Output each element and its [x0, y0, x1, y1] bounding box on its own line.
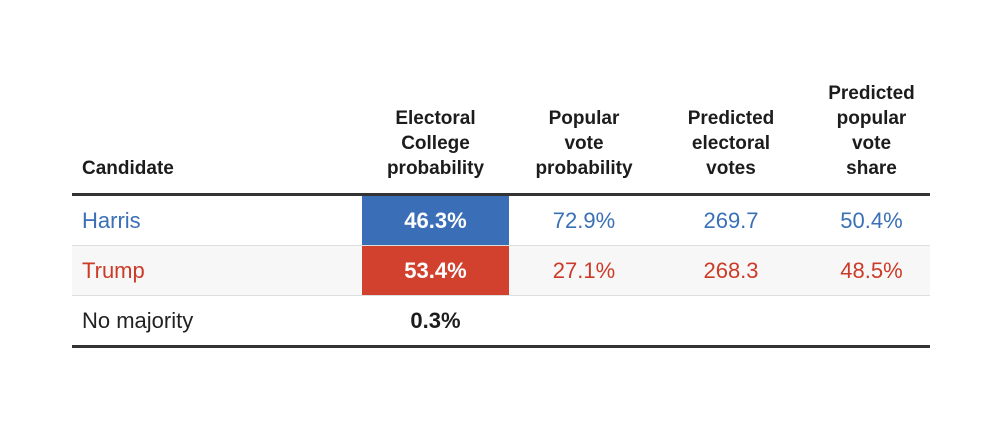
candidate-name: Trump	[82, 258, 145, 283]
electoral-college-probability-cell: 53.4%	[362, 246, 509, 295]
header-predicted-popular-vote-share: Predicted popular vote share	[828, 83, 915, 179]
forecast-table: Candidate Electoral College probability …	[72, 0, 930, 348]
electoral-college-probability-cell: 0.3%	[410, 308, 461, 333]
candidate-name: No majority	[82, 308, 194, 333]
header-predicted-electoral-votes: Predicted electoral votes	[687, 108, 775, 179]
table-row-trump: Trump 53.4% 27.1% 268.3 48.5%	[72, 246, 930, 296]
header-electoral-college-probability: Electoral College probability	[386, 108, 485, 179]
candidate-name: Harris	[82, 208, 141, 233]
popular-vote-probability-cell: 27.1%	[552, 258, 616, 283]
predicted-popular-vote-share-cell: 50.4%	[840, 208, 903, 233]
table-header: Candidate Electoral College probability …	[72, 0, 930, 196]
predicted-electoral-votes-cell: 269.7	[703, 208, 759, 233]
predicted-electoral-votes-cell: 268.3	[703, 258, 759, 283]
predicted-popular-vote-share-cell: 48.5%	[840, 258, 903, 283]
header-candidate: Candidate	[82, 158, 174, 179]
table-row-no-majority: No majority 0.3%	[72, 296, 930, 348]
header-popular-vote-probability: Popular vote probability	[535, 108, 633, 179]
electoral-college-probability-cell: 46.3%	[362, 196, 509, 245]
popular-vote-probability-cell: 72.9%	[552, 208, 616, 233]
table-row-harris: Harris 46.3% 72.9% 269.7 50.4%	[72, 196, 930, 246]
